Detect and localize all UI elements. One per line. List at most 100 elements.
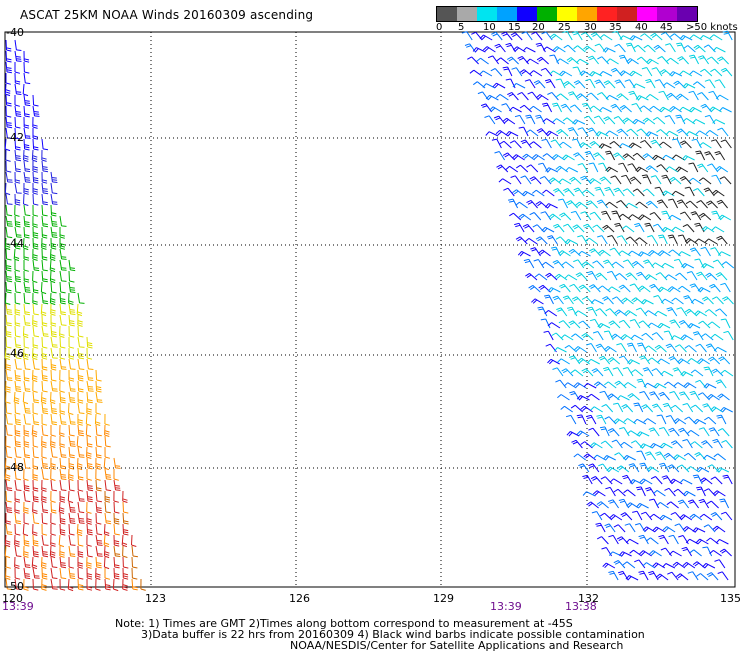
wind-barb: [49, 259, 56, 273]
wind-barb: [77, 325, 84, 338]
wind-barb: [671, 190, 685, 197]
wind-barb: [85, 413, 92, 427]
wind-barb: [49, 545, 56, 559]
wind-barb: [32, 501, 38, 514]
wind-barb: [594, 115, 606, 125]
wind-barb: [518, 126, 529, 137]
wind-barb: [703, 187, 715, 197]
colorbar-swatch: [497, 7, 517, 21]
wind-barb: [544, 309, 558, 317]
wind-barb: [531, 298, 544, 305]
wind-barb: [694, 452, 707, 461]
wind-barb: [699, 34, 713, 41]
wind-barb: [675, 114, 686, 125]
wind-barb: [636, 502, 649, 509]
wind-barb: [41, 347, 48, 360]
wind-barb: [660, 298, 674, 305]
wind-barb: [485, 131, 499, 137]
wind-barb: [50, 523, 56, 536]
wind-barb: [720, 511, 733, 521]
wind-barb: [581, 368, 594, 377]
wind-barb: [14, 380, 22, 393]
wind-barb: [4, 138, 11, 152]
wind-barb: [587, 55, 599, 65]
wind-barb: [14, 545, 22, 557]
wind-barb: [566, 306, 578, 317]
wind-barb: [645, 451, 657, 461]
wind-barb: [50, 358, 57, 371]
wind-barb: [77, 402, 85, 414]
wind-barb: [50, 534, 56, 547]
wind-barb: [23, 446, 31, 459]
wind-barb: [59, 391, 66, 404]
wind-barb: [626, 58, 639, 65]
wind-barb: [50, 281, 57, 294]
wind-barb: [564, 238, 578, 245]
wind-barb: [703, 488, 716, 497]
wind-barb: [573, 259, 585, 269]
wind-barb: [563, 188, 575, 197]
wind-barb: [525, 114, 536, 125]
wind-barb: [629, 319, 641, 329]
wind-barb: [23, 193, 29, 206]
wind-barb: [14, 95, 20, 107]
wind-barb: [5, 127, 13, 139]
colorbar-label: 0: [436, 22, 443, 33]
wind-barb: [50, 193, 58, 205]
wind-barb: [503, 187, 515, 197]
wind-barb: [535, 94, 549, 101]
wind-barb: [5, 94, 12, 107]
wind-barb: [620, 441, 633, 449]
wind-barb: [5, 391, 11, 404]
wind-barb: [4, 457, 11, 471]
wind-barb: [711, 210, 722, 221]
wind-barb: [586, 501, 599, 509]
wind-barb: [572, 119, 586, 125]
wind-barb: [582, 189, 595, 197]
wind-barb: [555, 78, 566, 89]
wind-barb: [14, 358, 22, 370]
wind-barb: [514, 222, 525, 233]
wind-barb: [581, 102, 593, 113]
wind-barb: [14, 62, 21, 74]
wind-barb: [600, 440, 613, 449]
wind-barb: [68, 259, 76, 272]
wind-barb: [41, 138, 49, 151]
wind-barb: [95, 512, 102, 525]
wind-barb: [613, 418, 627, 425]
wind-barb: [578, 463, 590, 473]
wind-barb: [32, 204, 39, 217]
wind-barb: [86, 391, 93, 404]
wind-barb: [639, 105, 652, 113]
wind-barb: [628, 90, 639, 101]
wind-barb: [630, 334, 644, 341]
wind-barb: [5, 369, 13, 381]
wind-barb: [646, 466, 660, 473]
wind-barb: [516, 164, 529, 173]
wind-barb: [704, 416, 717, 425]
wind-barb: [643, 418, 657, 425]
wind-barb: [603, 455, 616, 461]
wind-barb: [541, 226, 555, 233]
wind-barb: [712, 525, 726, 533]
wind-barb: [604, 381, 617, 389]
wind-barb: [95, 369, 102, 382]
wind-barb: [679, 70, 693, 77]
wind-barb: [661, 210, 672, 221]
wind-barb: [643, 382, 657, 389]
wind-barb: [22, 237, 29, 251]
wind-barb: [5, 259, 12, 272]
wind-barb: [40, 391, 47, 405]
wind-barb: [547, 235, 558, 245]
wind-barb: [692, 474, 703, 485]
wind-barb: [526, 164, 539, 173]
wind-barb: [40, 303, 47, 317]
wind-barb: [563, 382, 577, 389]
wind-barb: [113, 490, 119, 503]
wind-barb: [23, 567, 31, 580]
wind-barb: [86, 501, 92, 514]
wind-barb: [543, 330, 554, 341]
wind-barb: [68, 446, 75, 459]
wind-barb: [623, 489, 636, 497]
wind-barb: [14, 435, 21, 448]
